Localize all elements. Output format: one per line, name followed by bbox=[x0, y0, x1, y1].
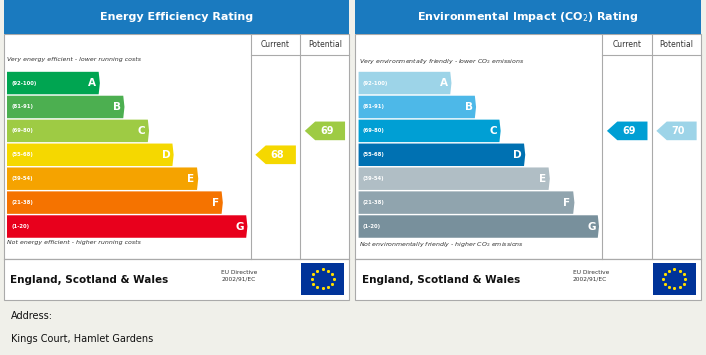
Text: A: A bbox=[88, 78, 96, 88]
Text: F: F bbox=[563, 198, 570, 208]
Bar bbox=[652, 263, 696, 295]
Text: (21-38): (21-38) bbox=[11, 200, 33, 205]
Text: Very energy efficient - lower running costs: Very energy efficient - lower running co… bbox=[7, 57, 141, 62]
Polygon shape bbox=[7, 96, 124, 118]
Polygon shape bbox=[7, 120, 149, 142]
Polygon shape bbox=[7, 143, 174, 166]
Bar bbox=[4, 0, 349, 34]
Bar bbox=[355, 260, 701, 300]
Polygon shape bbox=[359, 191, 575, 214]
Text: (81-91): (81-91) bbox=[11, 104, 33, 109]
Text: Current: Current bbox=[261, 40, 290, 49]
Text: (21-38): (21-38) bbox=[363, 200, 385, 205]
Text: Kings Court, Hamlet Gardens: Kings Court, Hamlet Gardens bbox=[11, 334, 152, 344]
Text: 69: 69 bbox=[320, 126, 333, 136]
Text: (69-80): (69-80) bbox=[363, 129, 385, 133]
Polygon shape bbox=[7, 191, 223, 214]
Bar bbox=[301, 263, 345, 295]
Text: (55-68): (55-68) bbox=[11, 152, 33, 157]
Text: EU Directive
2002/91/EC: EU Directive 2002/91/EC bbox=[222, 270, 258, 281]
Polygon shape bbox=[305, 121, 345, 140]
Text: (1-20): (1-20) bbox=[363, 224, 381, 229]
Text: Environmental Impact (CO$_2$) Rating: Environmental Impact (CO$_2$) Rating bbox=[417, 10, 639, 24]
Text: Potential: Potential bbox=[308, 40, 342, 49]
Text: F: F bbox=[212, 198, 219, 208]
Text: Current: Current bbox=[613, 40, 642, 49]
Polygon shape bbox=[359, 143, 525, 166]
Polygon shape bbox=[359, 168, 550, 190]
Text: C: C bbox=[138, 126, 145, 136]
Bar bbox=[355, 0, 701, 34]
Text: Not environmentally friendly - higher CO$_2$ emissions: Not environmentally friendly - higher CO… bbox=[359, 240, 524, 249]
Polygon shape bbox=[657, 121, 697, 140]
Text: Energy Efficiency Rating: Energy Efficiency Rating bbox=[100, 12, 253, 22]
Polygon shape bbox=[359, 120, 501, 142]
Text: D: D bbox=[162, 150, 170, 160]
Text: B: B bbox=[465, 102, 472, 112]
Bar bbox=[4, 34, 349, 260]
Text: 70: 70 bbox=[671, 126, 685, 136]
Text: G: G bbox=[236, 222, 244, 231]
Text: A: A bbox=[440, 78, 448, 88]
Text: 69: 69 bbox=[622, 126, 635, 136]
Text: Potential: Potential bbox=[659, 40, 693, 49]
Text: (92-100): (92-100) bbox=[363, 81, 388, 86]
Text: (39-54): (39-54) bbox=[363, 176, 384, 181]
Polygon shape bbox=[359, 72, 451, 94]
Polygon shape bbox=[256, 146, 296, 164]
Text: C: C bbox=[489, 126, 497, 136]
Text: Address:: Address: bbox=[11, 311, 52, 321]
Text: G: G bbox=[587, 222, 596, 231]
Text: EU Directive
2002/91/EC: EU Directive 2002/91/EC bbox=[573, 270, 609, 281]
Text: (1-20): (1-20) bbox=[11, 224, 29, 229]
Bar bbox=[4, 260, 349, 300]
Text: (39-54): (39-54) bbox=[11, 176, 32, 181]
Polygon shape bbox=[7, 215, 247, 238]
Polygon shape bbox=[607, 121, 647, 140]
Text: 68: 68 bbox=[270, 150, 284, 160]
Text: England, Scotland & Wales: England, Scotland & Wales bbox=[11, 275, 169, 285]
Text: (69-80): (69-80) bbox=[11, 129, 33, 133]
Bar bbox=[355, 34, 701, 260]
Text: (81-91): (81-91) bbox=[363, 104, 385, 109]
Text: B: B bbox=[113, 102, 121, 112]
Polygon shape bbox=[7, 168, 198, 190]
Text: E: E bbox=[539, 174, 546, 184]
Text: D: D bbox=[513, 150, 522, 160]
Text: England, Scotland & Wales: England, Scotland & Wales bbox=[362, 275, 520, 285]
Text: (92-100): (92-100) bbox=[11, 81, 37, 86]
Polygon shape bbox=[359, 215, 599, 238]
Text: E: E bbox=[187, 174, 194, 184]
Polygon shape bbox=[359, 96, 476, 118]
Polygon shape bbox=[7, 72, 100, 94]
Text: (55-68): (55-68) bbox=[363, 152, 385, 157]
Text: Very environmentally friendly - lower CO$_2$ emissions: Very environmentally friendly - lower CO… bbox=[359, 57, 524, 66]
Text: Not energy efficient - higher running costs: Not energy efficient - higher running co… bbox=[7, 240, 141, 245]
